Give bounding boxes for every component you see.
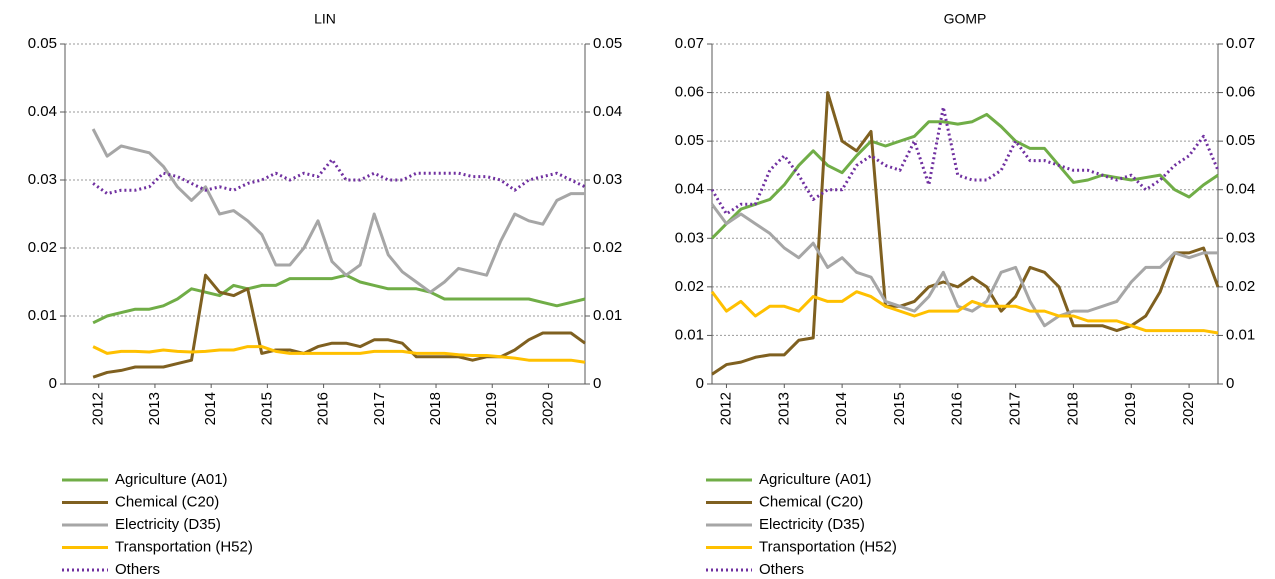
x-tick-label: 2017 <box>371 392 388 425</box>
legend-label: Electricity (D35) <box>759 516 865 533</box>
x-tick-label: 2020 <box>539 392 556 425</box>
legend-label: Others <box>115 561 160 578</box>
x-tick-label: 2013 <box>146 392 163 425</box>
y2-tick-label: 0.02 <box>1226 278 1255 295</box>
legend-label: Chemical (C20) <box>759 493 863 510</box>
series-line <box>91 128 585 294</box>
y-tick-label: 0.05 <box>675 132 704 149</box>
x-tick-label: 2019 <box>483 392 500 425</box>
legend-label: Chemical (C20) <box>115 493 219 510</box>
y2-tick-label: 0.04 <box>1226 181 1255 198</box>
x-tick-label: 2013 <box>775 392 792 425</box>
x-tick-label: 2018 <box>427 392 444 425</box>
series-line <box>92 345 586 364</box>
y-tick-label: 0.02 <box>28 239 57 256</box>
y-tick-label: 0.01 <box>675 326 704 343</box>
y2-tick-label: 0.02 <box>593 239 622 256</box>
y2-tick-label: 0.01 <box>1226 326 1255 343</box>
series-line <box>710 105 1220 216</box>
x-tick-label: 2014 <box>833 392 850 425</box>
y2-tick-label: 0.07 <box>1226 35 1255 52</box>
y2-tick-label: 0.05 <box>593 35 622 52</box>
y-tick-label: 0.02 <box>675 278 704 295</box>
x-tick-label: 2017 <box>1007 392 1024 425</box>
y2-tick-label: 0.05 <box>1226 132 1255 149</box>
x-tick-label: 2012 <box>717 392 734 425</box>
y2-tick-label: 0 <box>593 375 601 392</box>
x-tick-label: 2016 <box>949 392 966 425</box>
x-tick-label: 2016 <box>315 392 332 425</box>
legend-label: Electricity (D35) <box>115 516 221 533</box>
y-tick-label: 0.05 <box>28 35 57 52</box>
series-line <box>92 273 586 379</box>
y-tick-label: 0.04 <box>675 181 704 198</box>
y-tick-label: 0 <box>696 375 704 392</box>
y2-tick-label: 0.03 <box>593 171 622 188</box>
legend-label: Transportation (H52) <box>115 538 253 555</box>
y2-tick-label: 0.01 <box>593 307 622 324</box>
series-line <box>711 91 1220 376</box>
x-tick-label: 2019 <box>1122 392 1139 425</box>
y-tick-label: 0.03 <box>28 171 57 188</box>
y2-tick-label: 0.03 <box>1226 229 1255 246</box>
legend-label: Others <box>759 561 804 578</box>
x-tick-label: 2018 <box>1064 392 1081 425</box>
y-tick-label: 0.03 <box>675 229 704 246</box>
series-line <box>710 112 1219 240</box>
y-tick-label: 0.04 <box>28 103 57 120</box>
x-tick-label: 2012 <box>90 392 107 425</box>
y2-tick-label: 0.04 <box>593 103 622 120</box>
x-tick-label: 2015 <box>258 392 275 425</box>
y-tick-label: 0.06 <box>675 84 704 101</box>
y2-tick-label: 0 <box>1226 375 1234 392</box>
x-tick-label: 2014 <box>202 392 219 425</box>
chart-title: LIN <box>314 11 336 27</box>
chart-title: GOMP <box>944 11 987 27</box>
legend-label: Transportation (H52) <box>759 538 897 555</box>
x-tick-label: 2020 <box>1180 392 1197 425</box>
series-line <box>92 158 586 196</box>
y-tick-label: 0.01 <box>28 307 57 324</box>
series-line <box>92 273 586 325</box>
series-line <box>710 203 1218 328</box>
series-line <box>710 290 1219 335</box>
y2-tick-label: 0.06 <box>1226 84 1255 101</box>
legend-label: Agriculture (A01) <box>115 471 228 488</box>
y-tick-label: 0.07 <box>675 35 704 52</box>
legend-label: Agriculture (A01) <box>759 471 872 488</box>
x-tick-label: 2015 <box>891 392 908 425</box>
y-tick-label: 0 <box>49 375 57 392</box>
